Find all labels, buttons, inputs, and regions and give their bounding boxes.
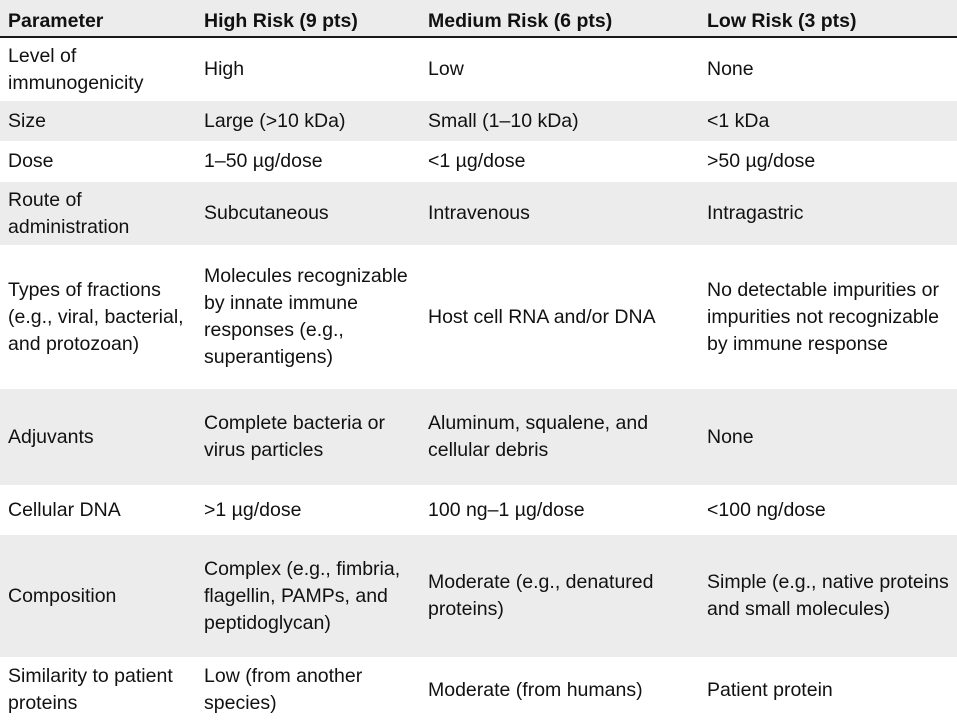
table-row: Types of fractions (e.g., viral, bacteri… (0, 245, 957, 389)
header-high-risk: High Risk (9 pts) (196, 0, 420, 38)
table-row: Route of administration Subcutaneous Int… (0, 182, 957, 245)
header-medium-risk: Medium Risk (6 pts) (420, 0, 699, 38)
cell-parameter: Size (0, 101, 196, 141)
cell-low: >50 µg/dose (699, 141, 957, 182)
table-row: Size Large (>10 kDa) Small (1–10 kDa) <1… (0, 101, 957, 141)
cell-parameter: Similarity to patient proteins (0, 657, 196, 723)
cell-medium: <1 µg/dose (420, 141, 699, 182)
cell-high: >1 µg/dose (196, 485, 420, 535)
cell-high: Complex (e.g., fimbria, flagellin, PAMPs… (196, 535, 420, 657)
cell-medium: Moderate (from humans) (420, 657, 699, 723)
table-row: Cellular DNA >1 µg/dose 100 ng–1 µg/dose… (0, 485, 957, 535)
cell-parameter: Route of administration (0, 182, 196, 245)
cell-parameter: Level of immunogenicity (0, 37, 196, 101)
cell-high: 1–50 µg/dose (196, 141, 420, 182)
cell-low: <1 kDa (699, 101, 957, 141)
table-row: Composition Complex (e.g., fimbria, flag… (0, 535, 957, 657)
cell-high: Low (from another species) (196, 657, 420, 723)
cell-low: Intragastric (699, 182, 957, 245)
cell-medium: Aluminum, squalene, and cellular debris (420, 389, 699, 485)
cell-high: High (196, 37, 420, 101)
table-row: Similarity to patient proteins Low (from… (0, 657, 957, 723)
cell-parameter: Types of fractions (e.g., viral, bacteri… (0, 245, 196, 389)
cell-high: Molecules recognizable by innate immune … (196, 245, 420, 389)
cell-medium: 100 ng–1 µg/dose (420, 485, 699, 535)
cell-high: Large (>10 kDa) (196, 101, 420, 141)
cell-low: Simple (e.g., native proteins and small … (699, 535, 957, 657)
cell-parameter: Adjuvants (0, 389, 196, 485)
cell-medium: Small (1–10 kDa) (420, 101, 699, 141)
cell-low: None (699, 389, 957, 485)
cell-medium: Moderate (e.g., denatured proteins) (420, 535, 699, 657)
cell-low: Patient protein (699, 657, 957, 723)
table-row: Level of immunogenicity High Low None (0, 37, 957, 101)
cell-high: Complete bacteria or virus particles (196, 389, 420, 485)
table-row: Dose 1–50 µg/dose <1 µg/dose >50 µg/dose (0, 141, 957, 182)
cell-high: Subcutaneous (196, 182, 420, 245)
cell-low: No detectable impurities or impurities n… (699, 245, 957, 389)
header-parameter: Parameter (0, 0, 196, 38)
cell-parameter: Dose (0, 141, 196, 182)
cell-parameter: Composition (0, 535, 196, 657)
cell-medium: Host cell RNA and/or DNA (420, 245, 699, 389)
header-low-risk: Low Risk (3 pts) (699, 0, 957, 38)
cell-medium: Low (420, 37, 699, 101)
cell-low: None (699, 37, 957, 101)
cell-low: <100 ng/dose (699, 485, 957, 535)
header-row: Parameter High Risk (9 pts) Medium Risk … (0, 0, 957, 38)
cell-parameter: Cellular DNA (0, 485, 196, 535)
cell-medium: Intravenous (420, 182, 699, 245)
table-row: Adjuvants Complete bacteria or virus par… (0, 389, 957, 485)
